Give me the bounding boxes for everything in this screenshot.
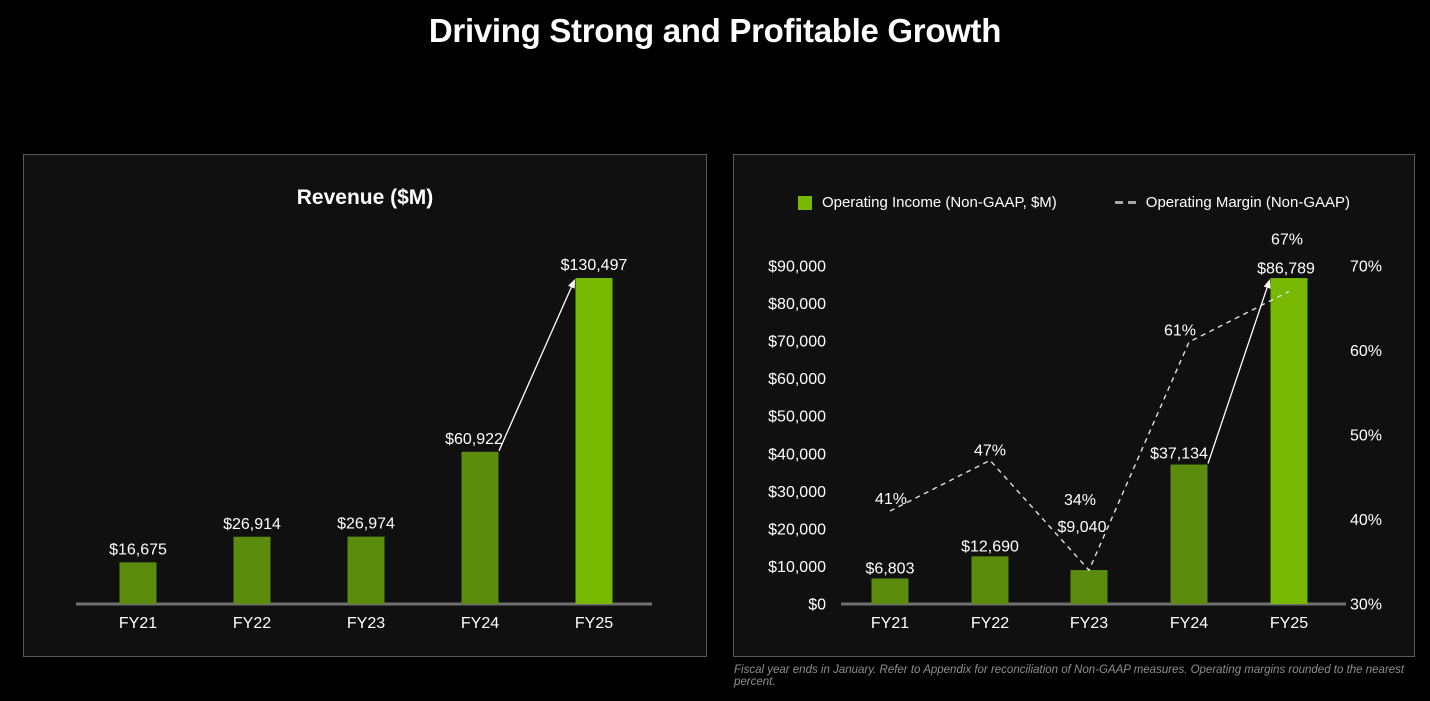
y-axis-label-dollar: $50,000	[768, 409, 826, 426]
margin-point-label: 61%	[1164, 323, 1196, 340]
revenue-bar-chart: $16,675 FY21 $26,914 FY22 $26,974 FY23 $60,922…	[76, 257, 652, 632]
y-axis-label-dollar: $70,000	[768, 334, 826, 351]
bar-FY22	[233, 536, 271, 604]
growth-arrow-line	[498, 286, 572, 452]
bar-value-label: $86,789	[1257, 261, 1315, 278]
bar-FY21	[871, 578, 909, 604]
y-axis-label-dollar: $0	[808, 597, 826, 614]
margin-point-label: 67%	[1271, 231, 1303, 248]
margin-point-label: 41%	[875, 491, 907, 508]
y-axis-label-dollar: $20,000	[768, 521, 826, 538]
growth-arrow-head	[568, 279, 575, 289]
y-axis-label-dollar: $60,000	[768, 371, 826, 388]
y-axis-label-dollar: $10,000	[768, 559, 826, 576]
legend-label-operating-margin: Operating Margin (Non-GAAP)	[1145, 194, 1351, 211]
footnote: Fiscal year ends in January. Refer to Ap…	[734, 664, 1405, 688]
legend-item-operating-margin: Operating Margin (Non-GAAP)	[1114, 194, 1351, 211]
y-axis-label-percent: 40%	[1350, 512, 1382, 529]
bar-value-label: $16,675	[109, 541, 167, 558]
bar-FY25	[575, 278, 613, 604]
growth-arrow-line	[1207, 287, 1268, 464]
operating-margin-line	[889, 290, 1290, 572]
x-axis-label: FY23	[347, 615, 385, 632]
revenue-chart-panel: Revenue ($M) $16,675 FY21 $26,914 FY22 $26,9…	[23, 154, 707, 657]
x-axis-label: FY23	[1070, 615, 1108, 632]
y-axis-label-dollar: $80,000	[768, 296, 826, 313]
x-axis-label: FY21	[119, 615, 157, 632]
dashed-line-icon	[1114, 201, 1136, 204]
y-axis-label-percent: 30%	[1350, 597, 1382, 614]
x-axis-label: FY25	[1270, 615, 1308, 632]
bar-FY25	[1270, 278, 1308, 604]
legend: Operating Income (Non-GAAP, $M) Operatin…	[734, 194, 1414, 211]
y-axis-label-dollar: $30,000	[768, 484, 826, 501]
bar-value-label: $26,914	[223, 516, 281, 533]
bar-value-label: $9,040	[1058, 519, 1107, 536]
y-axis-label-percent: 70%	[1350, 259, 1382, 276]
x-axis-label: FY24	[461, 615, 499, 632]
x-axis-label: FY25	[575, 615, 613, 632]
revenue-chart-title: Revenue ($M)	[296, 186, 434, 209]
bar-FY22	[971, 556, 1009, 604]
bar-value-label: $6,803	[866, 560, 915, 577]
growth-arrow-head	[1263, 279, 1271, 289]
bar-value-label: $60,922	[445, 431, 503, 448]
margin-point-label: 34%	[1064, 492, 1096, 509]
bar-FY21	[119, 562, 157, 604]
operating-chart-panel: Operating Income (Non-GAAP, $M) Operatin…	[733, 154, 1415, 657]
bar-FY23	[1070, 570, 1108, 604]
bar-value-label: $37,134	[1150, 446, 1208, 463]
x-axis-label: FY22	[233, 615, 271, 632]
bar-swatch-icon	[797, 195, 812, 210]
x-axis-label: FY21	[871, 615, 909, 632]
margin-point-label: 47%	[974, 442, 1006, 459]
page-title: Driving Strong and Profitable Growth	[428, 12, 1002, 49]
legend-label-operating-income: Operating Income (Non-GAAP, $M)	[821, 194, 1057, 211]
x-axis-label: FY22	[971, 615, 1009, 632]
operating-income-margin-chart: $90,000 $80,000 $70,000 $60,000 $50,000 $40,0…	[768, 231, 1382, 632]
bar-value-label: $26,974	[337, 516, 395, 533]
y-axis-label-dollar: $90,000	[768, 259, 826, 276]
bar-FY24	[461, 451, 499, 604]
y-axis-label-percent: 50%	[1350, 428, 1382, 445]
bar-FY23	[347, 536, 385, 604]
bar-FY24	[1170, 464, 1208, 604]
x-axis-label: FY24	[1170, 615, 1208, 632]
y-axis-label-dollar: $40,000	[768, 446, 826, 463]
legend-item-operating-income: Operating Income (Non-GAAP, $M)	[797, 194, 1057, 211]
y-axis-label-percent: 60%	[1350, 343, 1382, 360]
bar-value-label: $12,690	[961, 538, 1019, 555]
bar-value-label: $130,497	[561, 257, 628, 274]
